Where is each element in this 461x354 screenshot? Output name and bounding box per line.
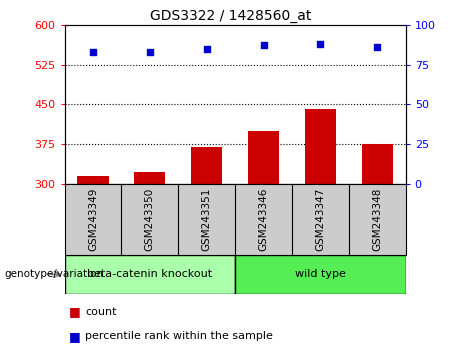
Bar	[361, 144, 393, 184]
Text: GSM243348: GSM243348	[372, 188, 382, 251]
Text: percentile rank within the sample: percentile rank within the sample	[85, 331, 273, 341]
Point	[146, 49, 154, 55]
Text: genotype/variation: genotype/variation	[5, 269, 104, 279]
Point	[373, 44, 381, 50]
Text: beta-catenin knockout: beta-catenin knockout	[87, 269, 213, 279]
Text: count: count	[85, 307, 117, 316]
Bar	[65, 255, 235, 294]
Bar	[191, 147, 222, 184]
Text: GDS3322 / 1428560_at: GDS3322 / 1428560_at	[150, 9, 311, 23]
Text: GSM243351: GSM243351	[201, 188, 212, 251]
Text: ■: ■	[69, 330, 81, 343]
Point	[317, 41, 324, 47]
Text: GSM243347: GSM243347	[315, 188, 325, 251]
Bar	[134, 172, 165, 184]
Text: GSM243346: GSM243346	[259, 188, 269, 251]
Bar	[248, 131, 279, 184]
Text: ■: ■	[69, 305, 81, 318]
Bar	[77, 176, 109, 184]
Point	[203, 46, 210, 51]
Text: GSM243350: GSM243350	[145, 188, 155, 251]
Bar	[235, 255, 406, 294]
Bar	[305, 109, 336, 184]
Point	[260, 42, 267, 48]
Point	[89, 49, 97, 55]
Text: GSM243349: GSM243349	[88, 188, 98, 251]
Text: wild type: wild type	[295, 269, 346, 279]
